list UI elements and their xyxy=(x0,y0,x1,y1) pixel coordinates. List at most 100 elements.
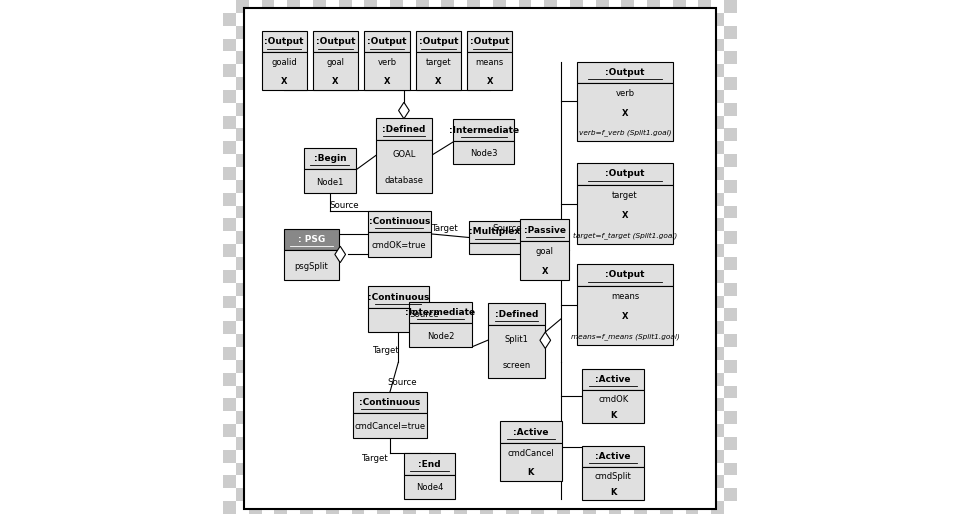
Bar xyxy=(609,373,621,386)
Bar xyxy=(724,77,737,90)
Bar xyxy=(570,257,583,270)
Bar xyxy=(673,360,685,373)
Bar xyxy=(442,0,454,13)
Bar xyxy=(737,501,750,514)
Bar xyxy=(699,386,711,398)
Bar xyxy=(673,308,685,321)
Text: :Active: :Active xyxy=(514,428,548,437)
Bar xyxy=(300,501,313,514)
Bar xyxy=(416,334,428,347)
Bar xyxy=(409,323,471,347)
Bar xyxy=(365,103,377,116)
Bar xyxy=(609,450,621,463)
Bar xyxy=(647,360,660,373)
Bar xyxy=(365,463,377,475)
Bar xyxy=(532,116,544,128)
Bar xyxy=(261,283,275,296)
Bar xyxy=(685,321,699,334)
Bar xyxy=(660,347,673,360)
Bar xyxy=(685,347,699,360)
Bar xyxy=(595,334,609,347)
Bar xyxy=(570,463,583,475)
Bar xyxy=(557,296,570,308)
Bar xyxy=(403,13,416,26)
Bar xyxy=(428,218,442,231)
Text: :Continuous: :Continuous xyxy=(368,292,429,302)
Bar xyxy=(404,453,455,475)
Bar xyxy=(236,26,249,39)
Bar xyxy=(673,283,685,296)
Bar xyxy=(468,154,480,167)
Bar xyxy=(300,90,313,103)
Bar xyxy=(673,386,685,398)
Bar xyxy=(673,437,685,450)
Bar xyxy=(428,167,442,180)
Text: Node2: Node2 xyxy=(427,332,454,341)
Text: :End: :End xyxy=(419,460,441,469)
Bar xyxy=(223,321,236,334)
Bar xyxy=(351,450,365,463)
Bar xyxy=(609,218,621,231)
Bar xyxy=(711,90,724,103)
Bar xyxy=(647,231,660,244)
Bar xyxy=(416,180,428,193)
Bar xyxy=(454,296,468,308)
Bar xyxy=(570,488,583,501)
Bar xyxy=(750,103,762,116)
Bar xyxy=(442,334,454,347)
Bar xyxy=(660,450,673,463)
Bar xyxy=(223,450,236,463)
Bar xyxy=(468,221,521,243)
Bar xyxy=(442,180,454,193)
Bar xyxy=(468,243,521,254)
Text: means: means xyxy=(611,292,639,301)
Bar xyxy=(583,193,595,206)
Bar xyxy=(416,308,428,321)
Bar xyxy=(236,180,249,193)
Bar xyxy=(223,167,236,180)
Bar xyxy=(249,13,261,26)
Bar xyxy=(673,257,685,270)
Bar xyxy=(750,231,762,244)
Bar xyxy=(737,218,750,231)
Bar xyxy=(390,257,403,270)
Bar xyxy=(249,270,261,283)
Text: Split1: Split1 xyxy=(505,335,528,344)
Bar xyxy=(223,141,236,154)
Bar xyxy=(582,446,644,467)
Bar xyxy=(595,0,609,13)
Bar xyxy=(673,103,685,116)
Bar xyxy=(377,193,390,206)
Bar xyxy=(544,26,557,39)
Bar xyxy=(570,77,583,90)
Bar xyxy=(313,283,325,296)
Bar xyxy=(660,116,673,128)
Bar xyxy=(635,373,647,386)
Bar xyxy=(390,360,403,373)
Bar xyxy=(685,218,699,231)
Bar xyxy=(428,270,442,283)
Bar xyxy=(365,128,377,141)
Bar xyxy=(403,450,416,463)
Bar xyxy=(223,373,236,386)
Bar xyxy=(647,437,660,450)
Bar xyxy=(582,467,644,500)
Bar xyxy=(313,52,358,90)
Bar xyxy=(339,257,351,270)
Bar xyxy=(506,450,518,463)
Bar xyxy=(583,398,595,411)
Bar xyxy=(365,360,377,373)
Text: X: X xyxy=(622,109,628,118)
Bar xyxy=(737,141,750,154)
Bar xyxy=(390,334,403,347)
Bar xyxy=(351,116,365,128)
Bar xyxy=(711,13,724,26)
Bar xyxy=(313,463,325,475)
Bar xyxy=(468,31,513,52)
Bar xyxy=(261,77,275,90)
Bar xyxy=(468,463,480,475)
Bar xyxy=(492,206,506,218)
Bar xyxy=(660,13,673,26)
Bar xyxy=(249,501,261,514)
Bar xyxy=(300,141,313,154)
